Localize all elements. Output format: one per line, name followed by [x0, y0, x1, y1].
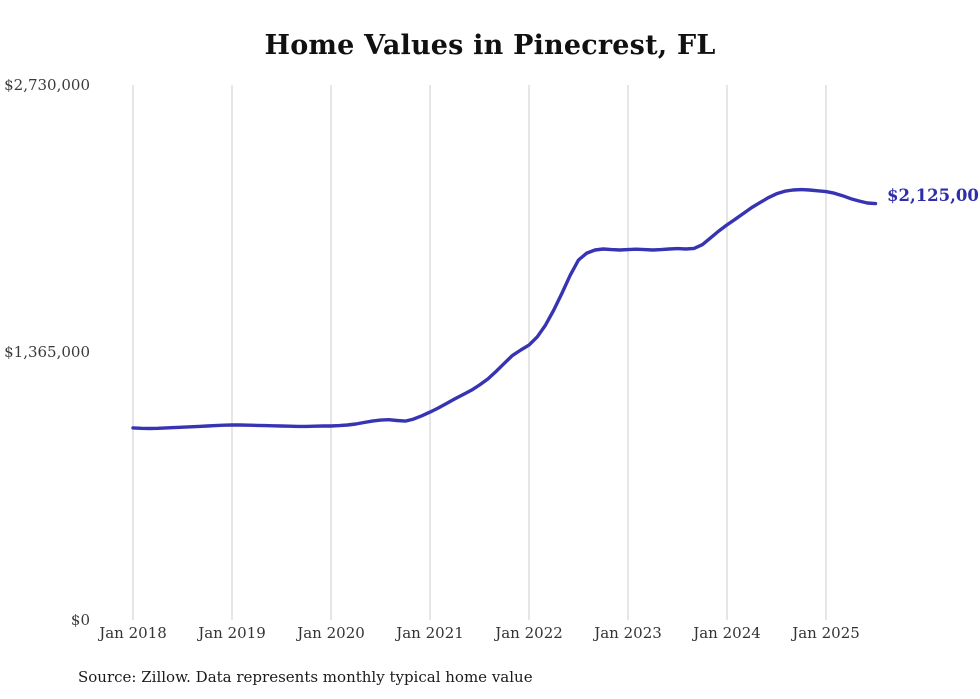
chart-title: Home Values in Pinecrest, FL — [264, 30, 716, 61]
x-axis-tick-2023: Jan 2023 — [594, 624, 662, 642]
x-axis-tick-2020: Jan 2020 — [297, 624, 365, 642]
y-axis-tick-middle: $1,365,000 — [4, 343, 90, 361]
latest-value-label: $2,125,002 — [887, 186, 980, 205]
x-axis-tick-2022: Jan 2022 — [495, 624, 563, 642]
source-attribution: Source: Zillow. Data represents monthly … — [78, 668, 533, 686]
x-axis-tick-2021: Jan 2021 — [396, 624, 464, 642]
x-axis-tick-2024: Jan 2024 — [693, 624, 761, 642]
value-line — [131, 187, 878, 431]
y-axis-tick-zero: $0 — [70, 611, 90, 629]
x-axis-tick-2018: Jan 2018 — [99, 624, 167, 642]
x-axis-tick-2025: Jan 2025 — [792, 624, 860, 642]
x-axis-tick-2019: Jan 2019 — [198, 624, 266, 642]
y-axis-tick-top: $2,730,000 — [4, 76, 90, 94]
